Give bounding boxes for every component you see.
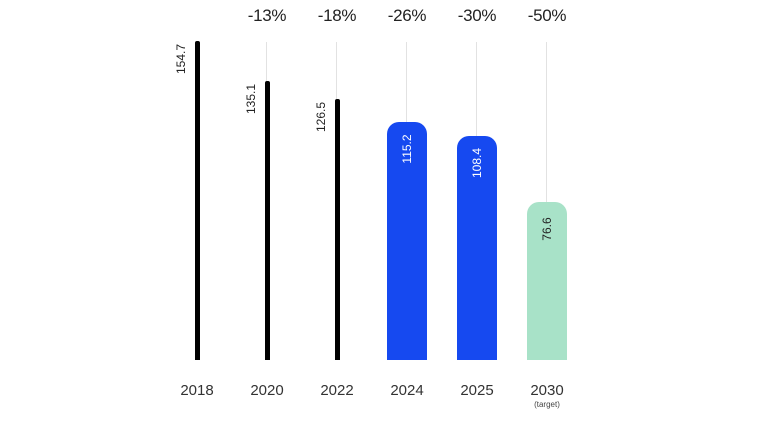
value-label: 126.5 — [314, 101, 328, 133]
value-label: 108.4 — [470, 147, 484, 179]
value-label: 76.6 — [540, 217, 554, 241]
bar-2024 — [387, 122, 427, 360]
x-tick-label: 2022 — [320, 382, 354, 399]
value-label: 115.2 — [400, 134, 414, 164]
bar-group-2024: -26% 115.2 2024 — [372, 0, 442, 428]
x-tick-label: 2030 — [530, 382, 564, 399]
x-tick-label: 2024 — [390, 382, 424, 399]
bar-group-2018: 154.7 2018 — [162, 0, 232, 428]
guide-line — [476, 42, 477, 136]
change-label: -26% — [387, 6, 427, 25]
bar-2018 — [195, 41, 200, 360]
bar-group-2025: -30% 108.4 2025 — [442, 0, 512, 428]
bar-2025 — [457, 136, 497, 360]
value-label: 154.7 — [174, 43, 188, 75]
guide-line — [266, 42, 267, 81]
change-label: -18% — [317, 6, 357, 25]
change-label: -13% — [247, 6, 287, 25]
bar-2030 — [527, 202, 567, 360]
bar-2022 — [335, 99, 340, 360]
change-label: -30% — [457, 6, 497, 25]
guide-line — [546, 42, 547, 202]
change-label: -50% — [527, 6, 567, 25]
bar-group-2020: -13% 135.1 2020 — [232, 0, 302, 428]
value-label: 135.1 — [244, 83, 258, 115]
bar-group-2022: -18% 126.5 2022 — [302, 0, 372, 428]
bar-2020 — [265, 81, 270, 360]
guide-line — [406, 42, 407, 122]
x-tick-label: 2020 — [250, 382, 284, 399]
guide-line — [336, 42, 337, 99]
bar-group-2030: -50% 76.6 2030 (target) — [512, 0, 582, 428]
x-tick-label: 2025 — [460, 382, 494, 399]
x-tick-sublabel: (target) — [534, 400, 560, 409]
x-tick-label: 2018 — [180, 382, 214, 399]
